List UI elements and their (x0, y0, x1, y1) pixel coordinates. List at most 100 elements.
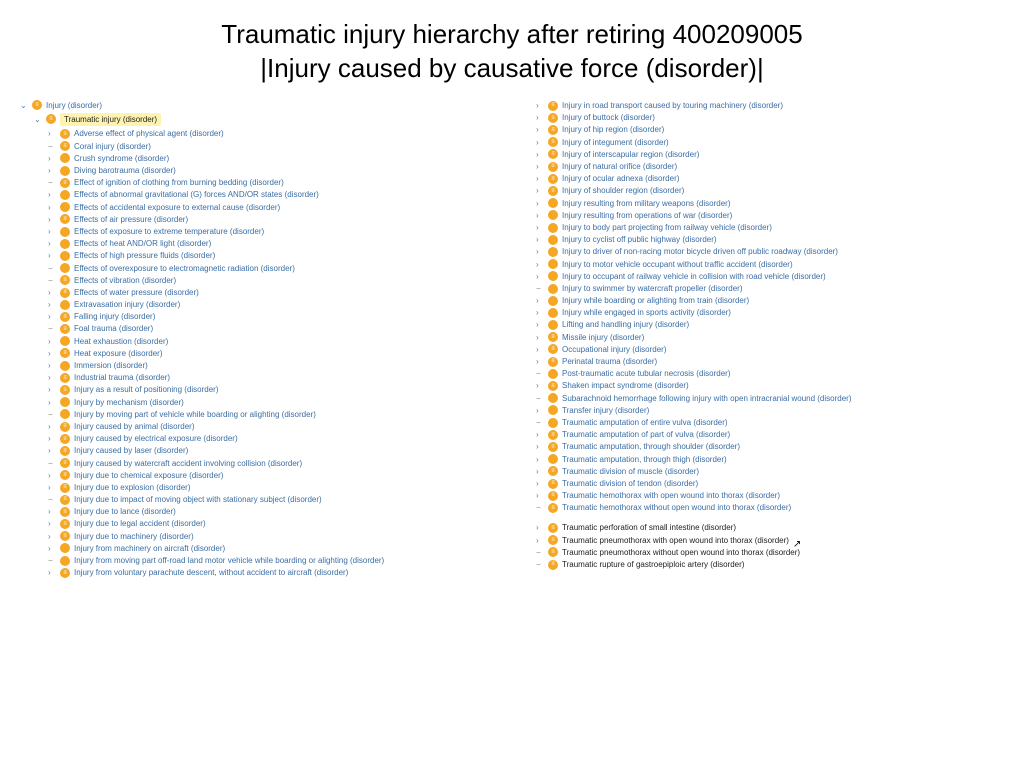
chevron-right-icon[interactable] (536, 222, 544, 233)
tree-item[interactable]: Injury in road transport caused by touri… (536, 100, 1004, 112)
leaf-dash-icon[interactable] (48, 323, 56, 334)
chevron-right-icon[interactable] (536, 161, 544, 172)
chevron-right-icon[interactable] (48, 128, 56, 139)
tree-item-label[interactable]: Injury to swimmer by watercraft propelle… (562, 283, 743, 294)
tree-item[interactable]: Injury from machinery on aircraft (disor… (48, 542, 502, 554)
tree-item-label[interactable]: Traumatic amputation of part of vulva (d… (562, 429, 730, 440)
tree-item[interactable]: Injury as a result of positioning (disor… (48, 384, 502, 396)
tree-item-label[interactable]: Traumatic pneumothorax with open wound i… (562, 535, 789, 546)
tree-item[interactable]: Injury from voluntary parachute descent,… (48, 567, 502, 579)
leaf-dash-icon[interactable] (48, 458, 56, 469)
tree-item[interactable]: Injury by moving part of vehicle while b… (48, 408, 502, 420)
tree-item[interactable]: Effects of exposure to extreme temperatu… (48, 225, 502, 237)
leaf-dash-icon[interactable] (536, 547, 544, 558)
chevron-right-icon[interactable] (48, 226, 56, 237)
tree-item[interactable]: Injury resulting from operations of war … (536, 209, 1004, 221)
tree-item-label[interactable]: Injury by moving part of vehicle while b… (74, 409, 316, 420)
tree-item[interactable]: Falling injury (disorder) (48, 311, 502, 323)
tree-item[interactable]: Injury of natural orifice (disorder) (536, 161, 1004, 173)
chevron-right-icon[interactable] (48, 470, 56, 481)
tree-item[interactable]: Injury due to legal accident (disorder) (48, 518, 502, 530)
leaf-dash-icon[interactable] (48, 263, 56, 274)
leaf-dash-icon[interactable] (536, 502, 544, 513)
chevron-right-icon[interactable] (536, 356, 544, 367)
tree-item[interactable]: Injury due to machinery (disorder) (48, 530, 502, 542)
tree-item[interactable]: Traumatic pneumothorax without open woun… (536, 546, 1004, 558)
tree-item[interactable]: Heat exposure (disorder) (48, 347, 502, 359)
tree-item[interactable]: Injury of hip region (disorder) (536, 124, 1004, 136)
tree-item-label[interactable]: Traumatic perforation of small intestine… (562, 522, 736, 533)
chevron-right-icon[interactable] (536, 466, 544, 477)
chevron-right-icon[interactable] (48, 531, 56, 542)
tree-item[interactable]: Injury caused by watercraft accident inv… (48, 457, 502, 469)
chevron-right-icon[interactable] (48, 372, 56, 383)
chevron-right-icon[interactable] (48, 165, 56, 176)
leaf-dash-icon[interactable] (536, 393, 544, 404)
tree-item-label[interactable]: Injury due to lance (disorder) (74, 506, 176, 517)
tree-item[interactable]: Injury due to impact of moving object wi… (48, 494, 502, 506)
chevron-right-icon[interactable] (536, 478, 544, 489)
chevron-right-icon[interactable] (536, 522, 544, 533)
tree-item-label[interactable]: Industrial trauma (disorder) (74, 372, 170, 383)
tree-item-label[interactable]: Subarachnoid hemorrhage following injury… (562, 393, 852, 404)
tree-item-label[interactable]: Injury caused by laser (disorder) (74, 445, 188, 456)
tree-item[interactable]: Injury to occupant of railway vehicle in… (536, 270, 1004, 282)
chevron-right-icon[interactable] (536, 246, 544, 257)
chevron-right-icon[interactable] (536, 490, 544, 501)
chevron-right-icon[interactable] (48, 287, 56, 298)
tree-item-label[interactable]: Effects of accidental exposure to extern… (74, 202, 280, 213)
chevron-right-icon[interactable] (536, 429, 544, 440)
tree-item[interactable]: Effects of high pressure fluids (disorde… (48, 250, 502, 262)
tree-item-label[interactable]: Diving barotrauma (disorder) (74, 165, 176, 176)
tree-item-label[interactable]: Injury due to chemical exposure (disorde… (74, 470, 223, 481)
tree-item-label[interactable]: Injury caused by watercraft accident inv… (74, 458, 302, 469)
tree-item-label[interactable]: Traumatic amputation, through shoulder (… (562, 441, 740, 452)
tree-item[interactable]: Transfer injury (disorder) (536, 404, 1004, 416)
tree-item[interactable]: Lifting and handling injury (disorder) (536, 319, 1004, 331)
tree-item[interactable]: Injury to body part projecting from rail… (536, 221, 1004, 233)
chevron-right-icon[interactable] (48, 311, 56, 322)
tree-item[interactable]: Injury of interscapular region (disorder… (536, 148, 1004, 160)
chevron-right-icon[interactable] (48, 506, 56, 517)
tree-item-label[interactable]: Injury of natural orifice (disorder) (562, 161, 677, 172)
chevron-down-icon[interactable] (20, 100, 28, 111)
tree-item-label[interactable]: Injury due to legal accident (disorder) (74, 518, 206, 529)
chevron-right-icon[interactable] (48, 360, 56, 371)
chevron-right-icon[interactable] (48, 299, 56, 310)
tree-item-label[interactable]: Effects of air pressure (disorder) (74, 214, 188, 225)
leaf-dash-icon[interactable] (536, 559, 544, 570)
tree-item-label[interactable]: Crush syndrome (disorder) (74, 153, 169, 164)
tree-item[interactable]: Effects of abnormal gravitational (G) fo… (48, 189, 502, 201)
tree-item-label[interactable]: Traumatic rupture of gastroepiploic arte… (562, 559, 744, 570)
tree-item-label[interactable]: Injury by mechanism (disorder) (74, 397, 184, 408)
tree-item-label[interactable]: Traumatic pneumothorax without open woun… (562, 547, 800, 558)
tree-item-label[interactable]: Injury to driver of non-racing motor bic… (562, 246, 838, 257)
chevron-right-icon[interactable] (536, 441, 544, 452)
chevron-right-icon[interactable] (48, 433, 56, 444)
tree-item[interactable]: Effects of air pressure (disorder) (48, 213, 502, 225)
tree-item[interactable]: Injury caused by electrical exposure (di… (48, 433, 502, 445)
chevron-down-icon[interactable] (34, 114, 42, 125)
tree-item-label[interactable]: Injury while boarding or alighting from … (562, 295, 749, 306)
tree-item[interactable]: Injury of integument (disorder) (536, 136, 1004, 148)
tree-item[interactable]: Effects of vibration (disorder) (48, 274, 502, 286)
tree-item[interactable]: Industrial trauma (disorder) (48, 372, 502, 384)
tree-item[interactable]: Subarachnoid hemorrhage following injury… (536, 392, 1004, 404)
tree-item-label[interactable]: Extravasation injury (disorder) (74, 299, 180, 310)
chevron-right-icon[interactable] (48, 482, 56, 493)
tree-item[interactable]: Traumatic amputation of part of vulva (d… (536, 429, 1004, 441)
leaf-dash-icon[interactable] (48, 494, 56, 505)
selected-label[interactable]: Traumatic injury (disorder) (60, 113, 161, 126)
tree-item-label[interactable]: Effects of high pressure fluids (disorde… (74, 250, 215, 261)
tree-item[interactable]: Effects of water pressure (disorder) (48, 286, 502, 298)
tree-item[interactable]: Injury due to explosion (disorder) (48, 481, 502, 493)
tree-item[interactable]: Crush syndrome (disorder) (48, 152, 502, 164)
tree-item[interactable]: Traumatic rupture of gastroepiploic arte… (536, 559, 1004, 571)
chevron-right-icon[interactable] (536, 319, 544, 330)
tree-item-label[interactable]: Injury in road transport caused by touri… (562, 100, 783, 111)
tree-item-label[interactable]: Injury of hip region (disorder) (562, 124, 664, 135)
chevron-right-icon[interactable] (536, 454, 544, 465)
tree-item[interactable]: Occupational injury (disorder) (536, 343, 1004, 355)
tree-item[interactable]: Traumatic hemothorax without open wound … (536, 502, 1004, 514)
chevron-right-icon[interactable] (48, 153, 56, 164)
